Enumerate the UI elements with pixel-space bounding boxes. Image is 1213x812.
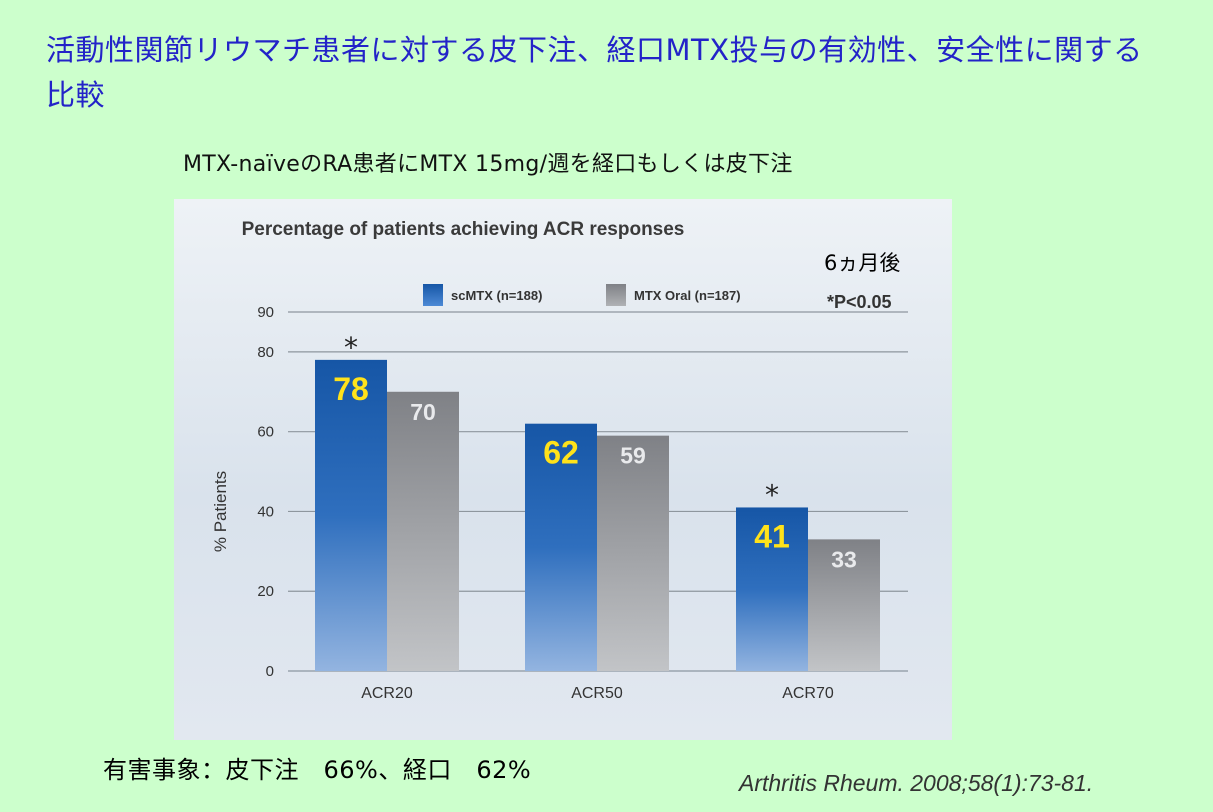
y-axis-label: % Patients <box>211 471 230 552</box>
y-tick-label: 90 <box>257 304 274 321</box>
y-tick-label: 0 <box>266 663 274 680</box>
x-tick-label: ACR50 <box>571 685 623 702</box>
slide-title: 活動性関節リウマチ患者に対する皮下注、経口MTX投与の有効性、安全性に関する比較 <box>46 33 1143 112</box>
data-label: 62 <box>543 435 579 471</box>
data-label: 70 <box>410 399 436 425</box>
bar-acr50-scmtx <box>525 423 597 671</box>
y-tick-label: 60 <box>257 424 274 441</box>
chart-panel: Percentage of patients achieving ACR res… <box>174 199 952 740</box>
bar-acr20-oral <box>387 391 459 671</box>
y-tick-label: 20 <box>257 583 274 600</box>
data-label: 78 <box>333 371 369 407</box>
chart-title: Percentage of patients achieving ACR res… <box>242 219 685 240</box>
bar-acr50-oral <box>597 435 669 671</box>
legend-label: scMTX (n=188) <box>451 288 542 303</box>
adverse-events-text: 有害事象：皮下注 66%、経口 62% <box>103 756 532 784</box>
x-tick-label: ACR70 <box>782 685 834 702</box>
significance-marker: * <box>344 331 358 364</box>
significance-marker: * <box>765 478 779 511</box>
time-point-label: 6ヵ月後 <box>824 251 900 275</box>
acr-response-chart: Percentage of patients achieving ACR res… <box>211 219 908 702</box>
bar-acr20-scmtx <box>315 359 387 671</box>
significance-note: *P<0.05 <box>827 292 892 312</box>
data-label: 41 <box>754 518 790 554</box>
legend-swatch <box>606 284 626 306</box>
bar-acr70-oral <box>808 539 880 671</box>
data-label: 59 <box>620 443 646 469</box>
slide-subtitle: MTX-naïveのRA患者にMTX 15mg/週を経口もしくは皮下注 <box>183 152 793 177</box>
bar-acr70-scmtx <box>736 507 808 671</box>
y-tick-label: 40 <box>257 503 274 520</box>
legend-label: MTX Oral (n=187) <box>634 288 741 303</box>
citation: Arthritis Rheum. 2008;58(1):73-81. <box>739 770 1094 796</box>
legend-swatch <box>423 284 443 306</box>
x-tick-label: ACR20 <box>361 685 413 702</box>
y-tick-label: 80 <box>257 344 274 361</box>
data-label: 33 <box>831 546 857 572</box>
